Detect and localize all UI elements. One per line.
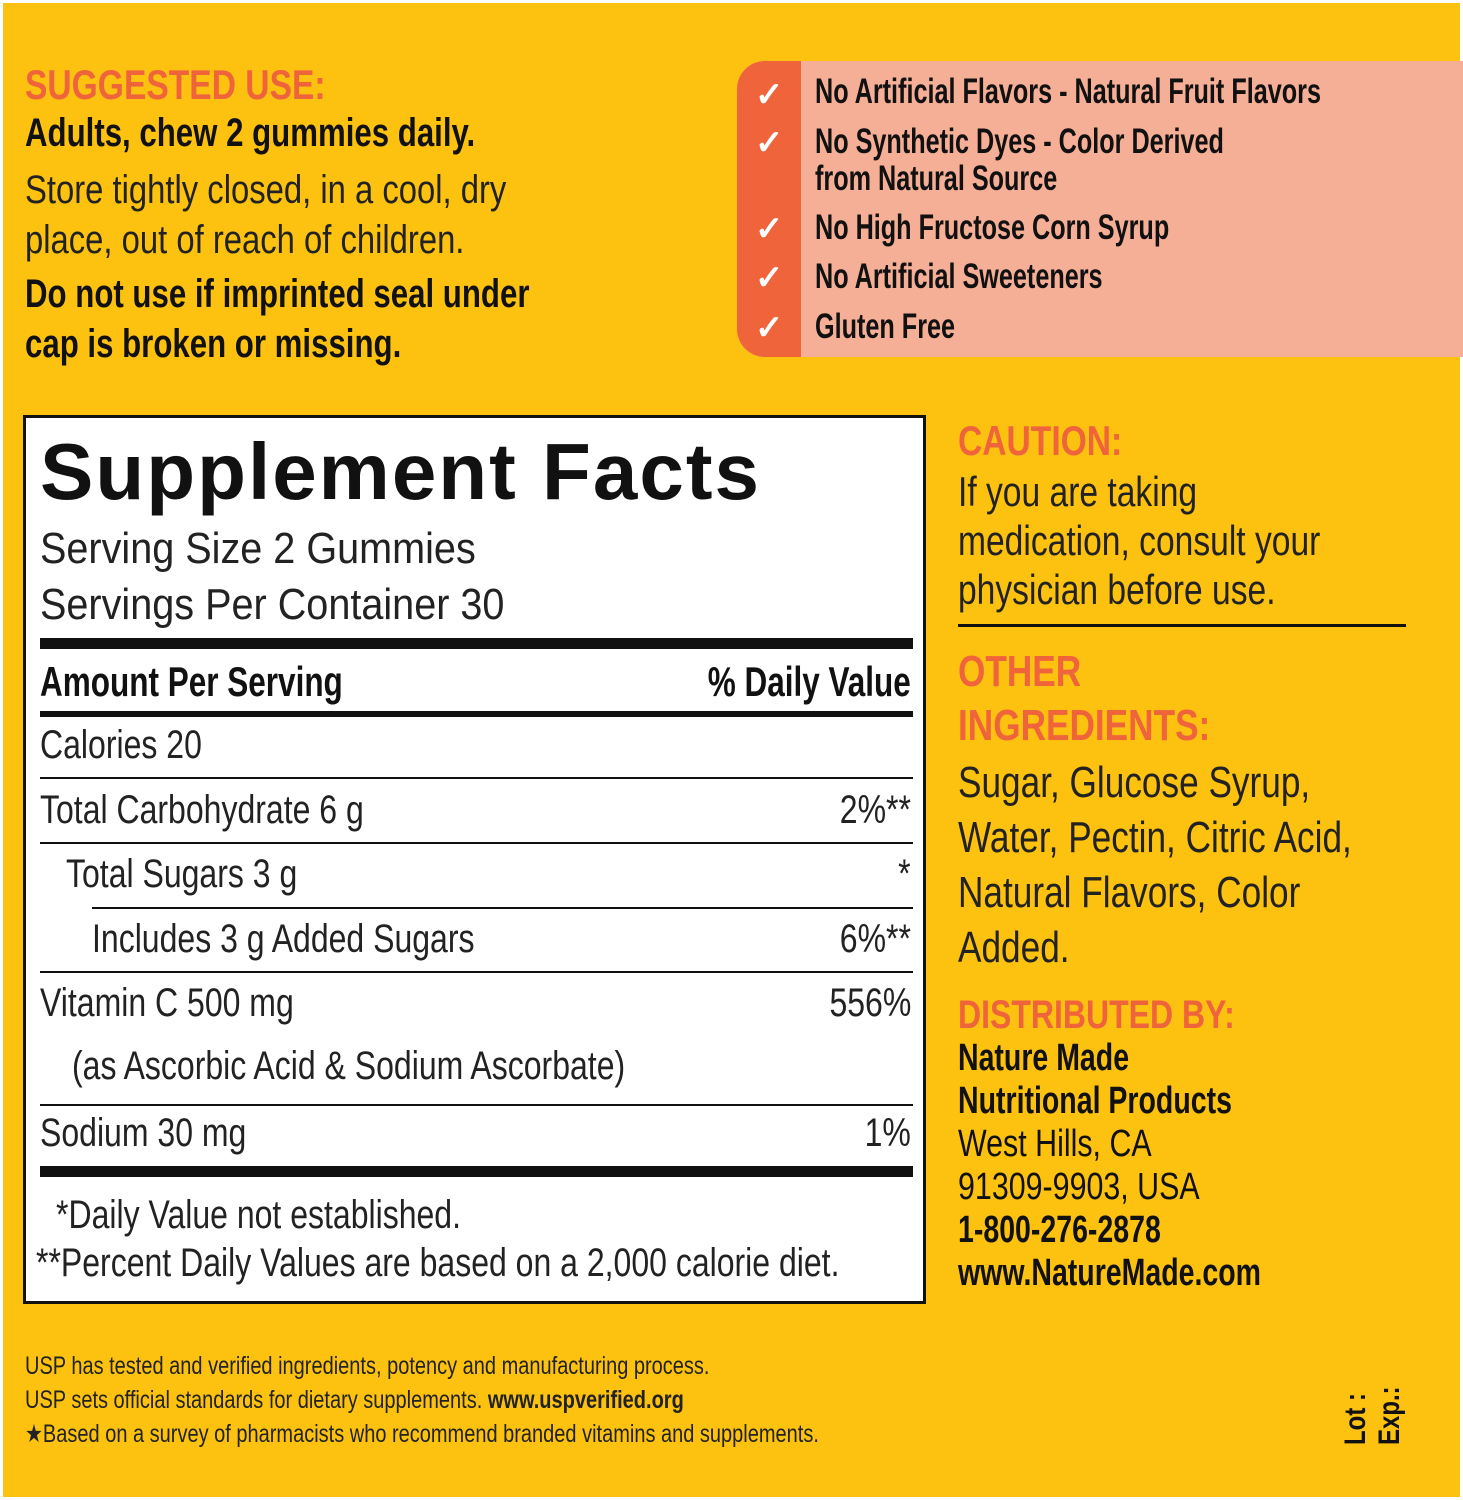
divider [40,971,913,973]
nutrient-row: Calories 20 [40,723,202,767]
website-link: www.NatureMade.com [958,1252,1262,1294]
thick-divider [40,1166,913,1177]
caution-heading: CAUTION: [958,417,1123,464]
caution-text: If you are taking medication, consult you… [958,468,1321,613]
usp-statement: USP has tested and verified ingredients,… [25,1352,819,1448]
check-icon: ✓ [755,76,784,114]
supplement-facts-panel: Supplement Facts Serving Size 2 Gummies … [23,415,926,1304]
serving-size: Serving Size 2 Gummies [40,524,476,573]
distributed-by-heading: DISTRIBUTED BY: [958,993,1235,1037]
nutrient-source: (as Ascorbic Acid & Sodium Ascorbate) [72,1044,626,1088]
claim-item: No High Fructose Corn Syrup [815,208,1170,247]
lot-exp: Lot : Exp.: [1339,1386,1406,1445]
claim-item: No Artificial Flavors - Natural Fruit Fl… [815,72,1321,111]
check-icon: ✓ [755,259,784,297]
check-icon: ✓ [755,309,784,347]
nutrient-row: Total Carbohydrate 6 g 2%** [40,788,911,832]
divider [958,624,1406,627]
seal-warning: Do not use if imprinted seal under cap i… [25,272,530,366]
nutrient-row: Total Sugars 3 g * [66,852,911,896]
divider [92,907,913,909]
check-icon: ✓ [755,124,784,162]
servings-per-container: Servings Per Container 30 [40,580,505,629]
other-ingredients-text: Sugar, Glucose Syrup, Water, Pectin, Citr… [958,758,1352,972]
claim-item: No Artificial Sweeteners [815,257,1103,296]
claim-item: Gluten Free [815,307,956,346]
facts-title: Supplement Facts [40,427,762,516]
claims-panel: ✓ No Artificial Flavors - Natural Fruit … [737,61,1463,357]
thick-divider [40,638,913,649]
dose-text: Adults, chew 2 gummies daily. [25,111,476,155]
nutrient-row: Vitamin C 500 mg 556% [40,981,911,1025]
dv-header: % Daily Value [707,658,911,705]
facts-header-row: Amount Per Serving % Daily Value [40,658,911,706]
claims-accent-bar [737,61,801,357]
nutrient-row: Sodium 30 mg 1% [40,1111,911,1155]
footnote: **Percent Daily Values are based on a 2,… [36,1241,840,1285]
other-ingredients-heading: OTHER INGREDIENTS: [958,647,1211,750]
distributor-info: Nature Made Nutritional Products West Hi… [958,1037,1262,1294]
suggested-use-heading: SUGGESTED USE: [25,61,326,108]
check-icon: ✓ [755,210,784,248]
storage-text: Store tightly closed, in a cool, dry pla… [25,168,507,262]
phone-number: 1-800-276-2878 [958,1209,1161,1251]
divider [40,711,913,717]
usp-link: www.uspverified.org [487,1386,684,1414]
amount-header: Amount Per Serving [40,658,343,705]
claim-item: No Synthetic Dyes - Color Derived from Na… [815,122,1224,198]
footnote: *Daily Value not established. [56,1193,461,1237]
divider [40,777,913,779]
nutrient-row: Includes 3 g Added Sugars 6%** [92,917,911,961]
divider [40,1104,913,1106]
divider [40,842,913,844]
